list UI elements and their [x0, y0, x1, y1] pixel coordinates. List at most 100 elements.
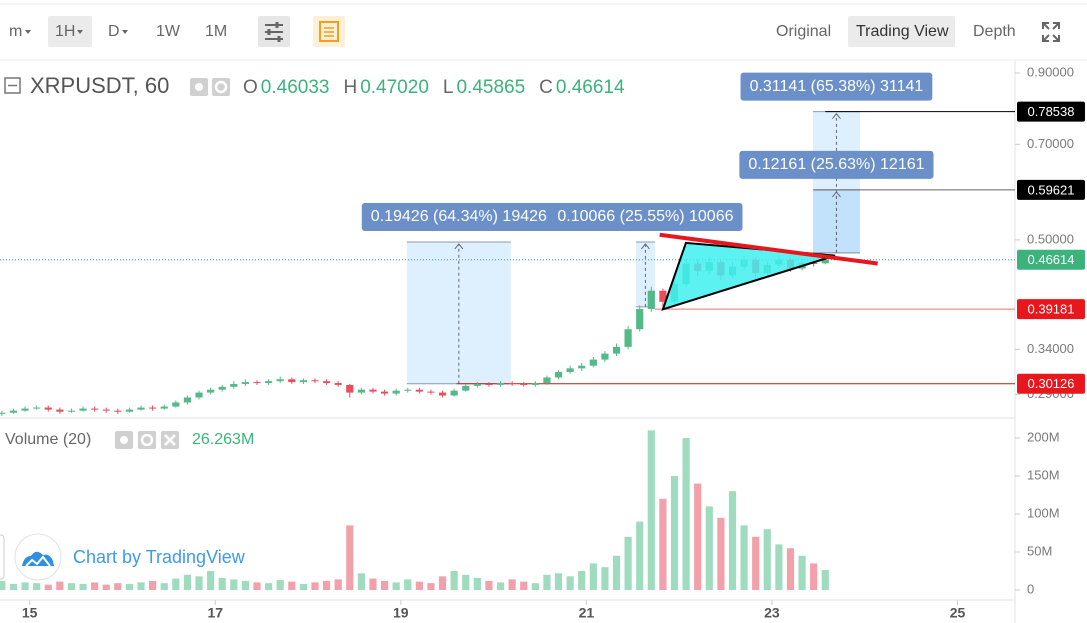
fullscreen-button[interactable]: [1042, 22, 1060, 42]
candle-body: [172, 402, 180, 407]
candle-body: [380, 391, 389, 394]
settings-icon: [267, 22, 281, 42]
volume-bar: [462, 574, 470, 590]
ohlc-value: 0.46614: [556, 77, 625, 98]
settings-button[interactable]: [138, 431, 156, 449]
volume-bar: [775, 544, 783, 590]
volume-bar: [102, 584, 110, 590]
view-tab[interactable]: Depth: [973, 23, 1016, 40]
dropdown-arrow: [122, 30, 128, 34]
candle-body: [44, 407, 52, 410]
ohlc-legend: O 0.46033 H 0.47020 L 0.45865 C 0.46614: [243, 77, 625, 98]
measure-arrow-head: [832, 191, 841, 198]
toolbar: m 1H D 1W 1M Original Trading View Depth: [0, 3, 1087, 61]
measure-arrow-head: [832, 112, 841, 119]
notes-icon: [324, 27, 334, 37]
y-tick-label: 0.34000: [1027, 341, 1074, 356]
volume-bar: [543, 574, 551, 590]
volume-bar: [0, 580, 6, 590]
candle-body: [288, 379, 296, 383]
interval[interactable]: 1H: [55, 23, 75, 40]
price-marker-label: 0.39181: [1028, 302, 1075, 317]
volume-bar: [578, 571, 586, 590]
volume-bar: [91, 582, 99, 590]
candle-body: [578, 365, 586, 369]
collapse-button[interactable]: [4, 77, 21, 94]
candle-body: [392, 390, 400, 394]
volume-bar: [647, 430, 655, 590]
candle-body: [183, 397, 192, 403]
candle-body: [485, 383, 493, 385]
volume-bar: [253, 582, 261, 590]
candle-body: [346, 384, 354, 393]
candle-body: [137, 407, 145, 410]
measure-arrow-head: [454, 243, 464, 250]
notes-icon: [319, 21, 339, 42]
volume-bar: [380, 580, 389, 590]
volume-bar: [160, 583, 168, 590]
settings-button[interactable]: [258, 16, 290, 47]
volume-bar: [473, 577, 481, 590]
candle-body: [67, 410, 76, 412]
candle-body: [357, 389, 365, 393]
volume-bar: [531, 583, 539, 590]
y-tick-label: 0.90000: [1027, 64, 1074, 79]
x-tick-label: 15: [22, 605, 38, 621]
interval[interactable]: 1W: [156, 23, 181, 40]
volume-bar: [659, 498, 667, 590]
candle-body: [9, 410, 18, 413]
volume-bar: [752, 536, 760, 590]
volume-bar: [601, 567, 609, 590]
interval[interactable]: 1M: [205, 23, 227, 40]
volume-bar: [195, 576, 203, 590]
candle-body: [102, 409, 110, 411]
volume-bar: [299, 583, 307, 590]
volume-bar: [728, 491, 737, 590]
volume-bar: [624, 536, 632, 590]
candle-body: [612, 346, 621, 354]
price-marker: [1017, 179, 1085, 200]
volume-bar: [33, 583, 41, 590]
candle-body: [276, 379, 284, 382]
measure-label: 0.10066 (25.55%) 10066: [548, 202, 743, 231]
volume-bar: [56, 581, 64, 590]
interval[interactable]: D: [108, 23, 120, 40]
ohlc-name: H: [343, 77, 357, 98]
price-marker: [1017, 249, 1085, 270]
candle-body: [543, 377, 551, 384]
dropdown-arrow: [25, 30, 31, 34]
settings-button[interactable]: [212, 78, 230, 96]
view-tab[interactable]: Original: [776, 23, 831, 40]
candle-body: [160, 406, 168, 409]
ohlc-name: L: [443, 77, 454, 98]
candle-body: [810, 262, 818, 264]
volume-bar: [821, 570, 829, 590]
volume-bar: [218, 577, 226, 590]
interval[interactable]: m: [9, 23, 22, 40]
eye-icon: [195, 83, 203, 91]
volume-bar: [311, 582, 319, 590]
volume-tick-label: 50M: [1027, 543, 1052, 558]
candle-body: [149, 407, 157, 409]
measure-label-text: 0.19426 (64.34%) 19426: [371, 208, 547, 225]
measure-label-bg: [361, 202, 556, 231]
candle-body: [334, 383, 342, 385]
candle-body: [647, 290, 655, 309]
view-tab[interactable]: Trading View: [856, 23, 949, 40]
candle-body: [462, 385, 470, 391]
volume-bar: [404, 579, 412, 590]
measure-label-bg: [739, 150, 934, 179]
candle-body: [636, 308, 644, 330]
candle-body: [241, 382, 249, 384]
x-tick-label: 21: [579, 605, 595, 621]
candle-body: [79, 408, 87, 411]
volume-bar: [137, 582, 145, 590]
candle-body: [496, 383, 505, 385]
gear-icon: [214, 80, 228, 94]
notes-button[interactable]: [313, 16, 345, 47]
candle-body: [473, 383, 481, 386]
candle-body: [508, 383, 516, 385]
candle-body: [56, 409, 64, 412]
